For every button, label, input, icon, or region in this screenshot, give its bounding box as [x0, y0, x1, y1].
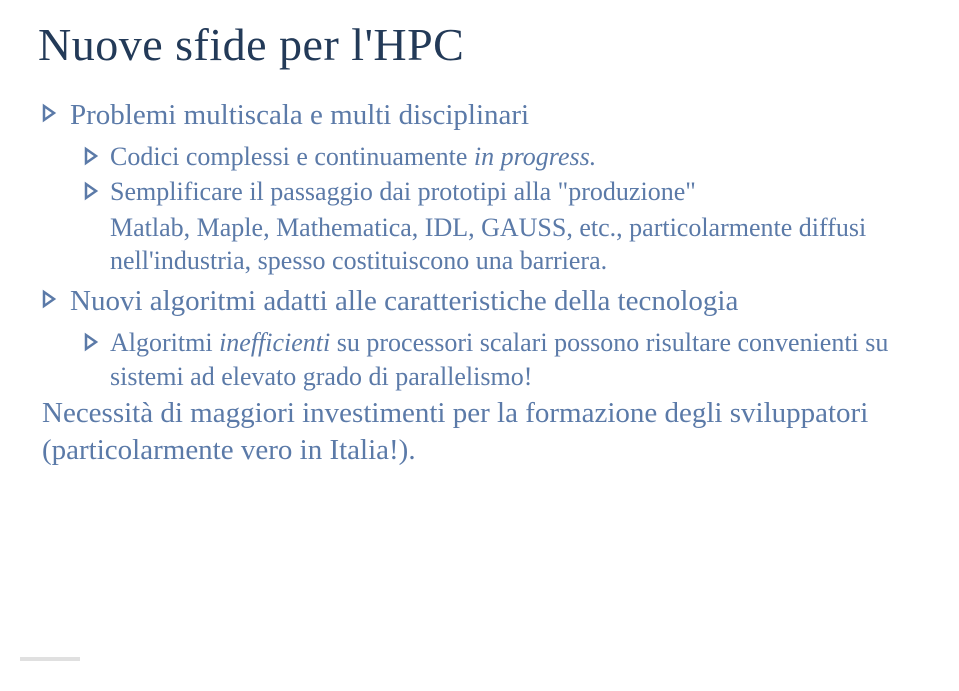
- bullet-icon: [84, 326, 110, 352]
- slide-content: Problemi multiscala e multi disciplinari…: [42, 97, 917, 469]
- bullet-text-level2: Semplificare il passaggio dai prototipi …: [110, 175, 917, 208]
- bullet-icon: [42, 283, 70, 309]
- bullet-text-level1: Problemi multiscala e multi disciplinari: [70, 97, 917, 134]
- slide: Nuove sfide per l'HPC Problemi multiscal…: [0, 0, 959, 691]
- slide-title: Nuove sfide per l'HPC: [38, 18, 917, 71]
- bullet-text-level2: Algoritmi inefficienti su processori sca…: [110, 326, 917, 393]
- body-text: Matlab, Maple, Mathematica, IDL, GAUSS, …: [110, 211, 917, 278]
- body-text: Necessità di maggiori investimenti per l…: [42, 395, 917, 469]
- bullet-icon: [84, 140, 110, 166]
- bullet-text-level2: Codici complessi e continuamente in prog…: [110, 140, 917, 173]
- bullet-text-level1: Nuovi algoritmi adatti alle caratteristi…: [70, 283, 917, 320]
- bullet-icon: [42, 97, 70, 123]
- bullet-icon: [84, 175, 110, 201]
- footer-divider: [20, 657, 80, 661]
